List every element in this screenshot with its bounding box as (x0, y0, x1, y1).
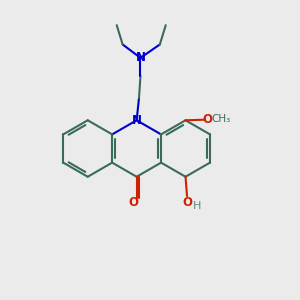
Text: O: O (128, 196, 138, 209)
Text: O: O (202, 112, 212, 126)
Text: CH₃: CH₃ (212, 114, 231, 124)
Text: O: O (183, 196, 193, 209)
Text: N: N (132, 114, 142, 127)
Text: N: N (136, 51, 146, 64)
Text: H: H (193, 202, 202, 212)
